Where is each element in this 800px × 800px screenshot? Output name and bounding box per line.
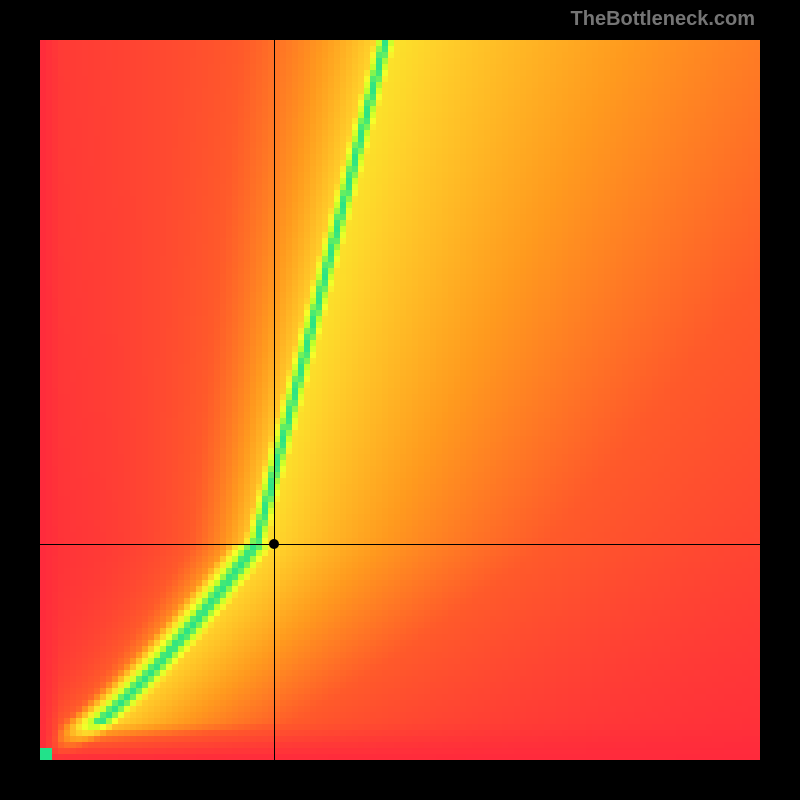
crosshair-marker: [269, 539, 279, 549]
plot-area: [40, 40, 760, 760]
heatmap-canvas: [40, 40, 760, 760]
crosshair-horizontal: [40, 544, 760, 545]
crosshair-vertical: [274, 40, 275, 760]
watermark-text: TheBottleneck.com: [571, 8, 755, 31]
